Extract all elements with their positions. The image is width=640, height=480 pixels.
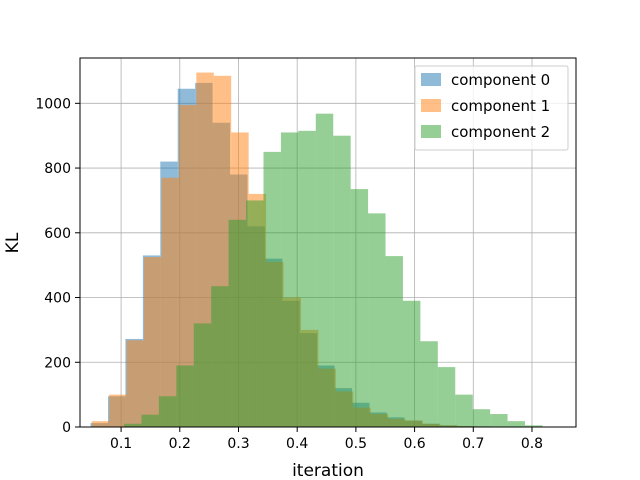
histogram-bar bbox=[385, 256, 403, 427]
histogram-bar bbox=[124, 423, 142, 427]
legend-label-component-2: component 2 bbox=[451, 123, 550, 141]
y-tick-label: 200 bbox=[44, 355, 71, 371]
x-tick-label: 0.8 bbox=[521, 436, 543, 452]
x-tick-label: 0.3 bbox=[227, 436, 249, 452]
histogram-bar bbox=[298, 130, 316, 427]
legend-swatch-component-0 bbox=[421, 73, 441, 86]
histogram-bar bbox=[333, 135, 351, 427]
histogram-bar bbox=[350, 189, 369, 427]
histogram-bar bbox=[228, 219, 247, 427]
histogram-bar bbox=[161, 177, 179, 427]
x-tick-label: 0.4 bbox=[286, 436, 308, 452]
histogram-bar bbox=[524, 425, 543, 427]
histogram-bar bbox=[490, 414, 508, 427]
histogram-bar bbox=[455, 394, 473, 427]
histogram-bar bbox=[507, 421, 525, 427]
y-tick-label: 600 bbox=[44, 226, 71, 242]
legend-box bbox=[414, 65, 569, 151]
histogram-bar bbox=[472, 409, 491, 427]
histogram-bar bbox=[211, 286, 229, 427]
histogram-bar bbox=[263, 151, 281, 428]
series-component-2 bbox=[124, 113, 543, 428]
y-tick-label: 0 bbox=[62, 420, 71, 436]
legend: component 0 component 1 component 2 bbox=[414, 65, 569, 151]
y-tick-label: 800 bbox=[44, 161, 71, 177]
histogram-bars bbox=[90, 72, 543, 428]
legend-label-component-0: component 0 bbox=[451, 71, 550, 89]
x-axis-ticks: 0.1 0.2 0.3 0.4 0.5 0.6 0.7 0.8 bbox=[110, 427, 543, 452]
y-axis-label: KL bbox=[3, 232, 23, 253]
x-tick-label: 0.6 bbox=[403, 436, 425, 452]
histogram-bar bbox=[193, 323, 212, 427]
y-tick-label: 1000 bbox=[35, 96, 71, 112]
histogram-bar bbox=[144, 257, 162, 427]
histogram-bar bbox=[126, 340, 145, 427]
x-axis-label: iteration bbox=[292, 461, 364, 480]
histogram-bar bbox=[91, 421, 110, 427]
x-tick-label: 0.5 bbox=[345, 436, 367, 452]
histogram-bar bbox=[420, 341, 438, 427]
histogram-bar bbox=[315, 113, 334, 428]
histogram-bar bbox=[158, 396, 177, 427]
x-tick-label: 0.7 bbox=[462, 436, 484, 452]
histogram-bar bbox=[109, 394, 127, 427]
legend-label-component-1: component 1 bbox=[451, 97, 550, 115]
legend-swatch-component-1 bbox=[421, 99, 441, 112]
x-tick-label: 0.2 bbox=[169, 436, 191, 452]
legend-swatch-component-2 bbox=[421, 125, 441, 138]
histogram-bar bbox=[141, 414, 159, 427]
histogram-bar bbox=[176, 365, 194, 427]
histogram-bar bbox=[368, 213, 386, 427]
histogram-bar bbox=[402, 300, 421, 427]
histogram-bar bbox=[178, 104, 197, 428]
x-tick-label: 0.1 bbox=[110, 436, 132, 452]
histogram-bar bbox=[246, 200, 264, 427]
histogram-bar bbox=[437, 367, 456, 427]
y-tick-label: 400 bbox=[44, 291, 71, 307]
plot-frame bbox=[79, 57, 577, 428]
histogram-bar bbox=[280, 132, 299, 427]
y-axis-ticks: 0 200 400 600 800 1000 bbox=[35, 96, 80, 436]
